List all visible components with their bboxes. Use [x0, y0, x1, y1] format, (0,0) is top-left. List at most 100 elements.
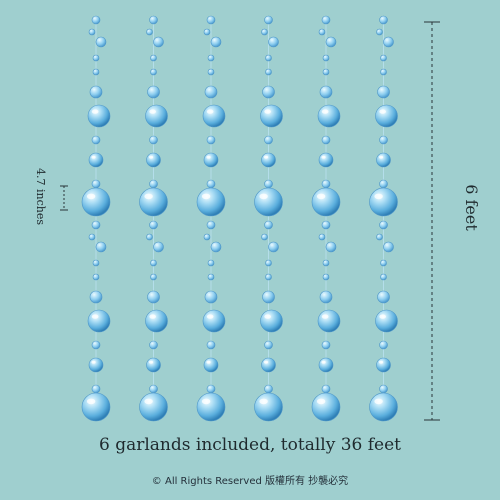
bead — [325, 241, 337, 253]
bead — [81, 392, 111, 422]
bead-highlight — [206, 314, 214, 319]
bead — [254, 392, 283, 422]
bead-highlight — [263, 360, 269, 364]
bead — [150, 273, 157, 281]
bead — [207, 259, 215, 267]
bead — [207, 68, 215, 76]
bead-highlight — [148, 155, 154, 159]
bead — [146, 233, 153, 241]
bead-highlight — [144, 193, 153, 200]
bead-highlight — [259, 398, 268, 405]
bead — [264, 135, 273, 145]
bead — [95, 36, 107, 48]
bead-highlight — [144, 398, 153, 405]
bead-highlight — [379, 314, 386, 319]
bead — [91, 15, 101, 25]
copyright-notice: © All Rights Reserved 版權所有 抄襲必究 — [151, 476, 349, 487]
bead — [150, 68, 157, 76]
bead — [210, 241, 222, 253]
bead-highlight — [316, 398, 326, 405]
bead-highlight — [86, 193, 96, 200]
bead — [322, 273, 330, 281]
bead — [383, 36, 394, 48]
bead — [92, 68, 100, 76]
bead — [203, 357, 219, 373]
bead-highlight — [201, 398, 211, 405]
bead-highlight — [86, 398, 96, 405]
bead-highlight — [149, 109, 156, 114]
bead — [321, 384, 331, 394]
bead — [206, 135, 216, 145]
bead — [260, 104, 283, 128]
bead — [379, 340, 388, 350]
bead — [149, 179, 158, 189]
bead — [321, 15, 331, 25]
bead-highlight — [378, 360, 384, 364]
bead — [87, 104, 111, 128]
bead — [380, 54, 387, 62]
bead — [206, 220, 216, 230]
bead — [379, 384, 388, 394]
bead — [322, 259, 330, 267]
bead — [377, 290, 390, 304]
bead — [204, 290, 218, 304]
bead — [321, 135, 331, 145]
bead-highlight — [206, 155, 211, 159]
bead — [95, 241, 107, 253]
bead — [149, 384, 158, 394]
bead-highlight — [201, 193, 211, 200]
bead — [202, 309, 226, 333]
bead-highlight — [91, 360, 96, 364]
bead — [376, 233, 383, 241]
bead — [203, 233, 211, 241]
caption: 6 garlands included, totally 36 feet — [98, 435, 401, 455]
height-dimension-line — [424, 21, 440, 421]
bead-highlight — [379, 109, 386, 114]
bead — [92, 273, 100, 281]
bead — [321, 340, 331, 350]
bead — [207, 54, 215, 62]
bead-highlight — [264, 314, 271, 319]
garland-group — [81, 15, 398, 422]
bead — [89, 290, 103, 304]
bead — [88, 28, 96, 36]
bead — [206, 384, 216, 394]
bead — [317, 104, 341, 128]
bead — [268, 36, 279, 48]
bead — [265, 68, 272, 76]
bead — [196, 187, 226, 217]
bead — [264, 179, 273, 189]
bead — [265, 273, 272, 281]
bead — [369, 392, 398, 422]
bead — [139, 392, 168, 422]
bead-highlight — [148, 360, 154, 364]
bead — [203, 28, 211, 36]
bead — [264, 15, 273, 25]
bead — [262, 85, 275, 99]
bead — [383, 241, 394, 253]
bead-highlight — [91, 155, 96, 159]
bead — [196, 392, 226, 422]
bead — [376, 28, 383, 36]
bead — [322, 68, 330, 76]
bead — [311, 187, 341, 217]
bead — [377, 85, 390, 99]
bead — [311, 392, 341, 422]
bead-highlight — [321, 155, 326, 159]
bead — [203, 152, 219, 168]
bead — [264, 384, 273, 394]
bead — [206, 340, 216, 350]
bead — [379, 15, 388, 25]
bead-highlight — [91, 109, 99, 114]
bead — [149, 340, 158, 350]
bead — [322, 54, 330, 62]
bead — [321, 220, 331, 230]
bead — [317, 309, 341, 333]
bead — [376, 152, 391, 168]
bead — [149, 220, 158, 230]
bead — [260, 309, 283, 333]
bead — [91, 384, 101, 394]
bead-highlight — [264, 109, 271, 114]
bead — [380, 259, 387, 267]
